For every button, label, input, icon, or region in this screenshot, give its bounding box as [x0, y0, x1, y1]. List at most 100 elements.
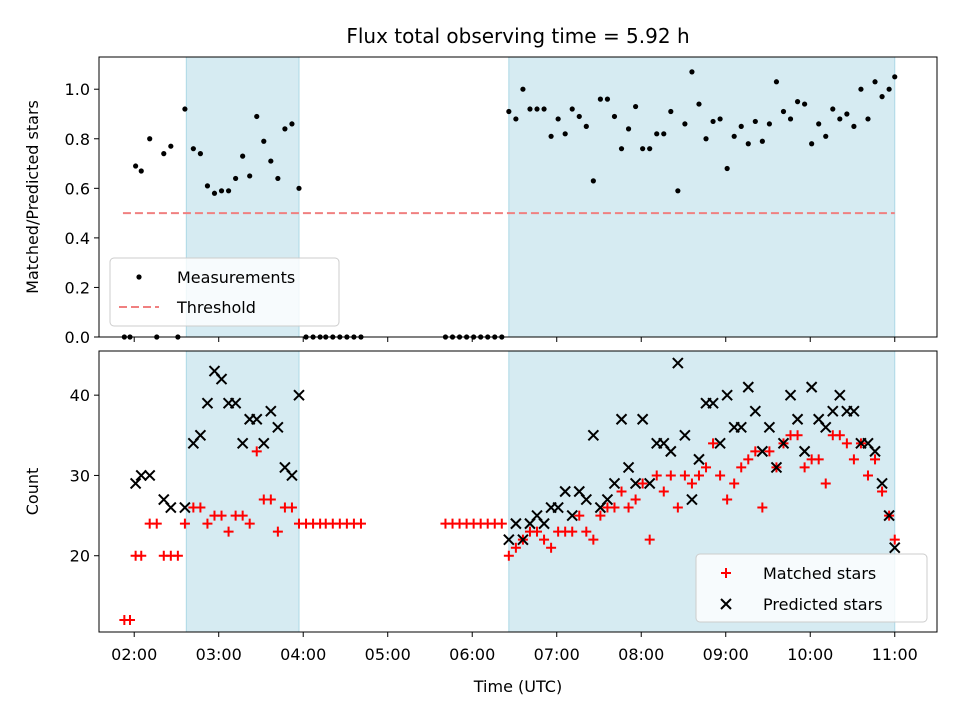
predicted-stars-point	[510, 517, 522, 530]
measurement-point	[576, 113, 582, 120]
matched-stars-point	[609, 502, 620, 513]
predicted-stars-point	[580, 493, 593, 506]
matched-stars-point	[665, 470, 676, 481]
measurement-point	[738, 123, 744, 129]
measurement-point	[289, 121, 295, 127]
measurement-point	[879, 94, 885, 100]
matched-stars-point	[581, 526, 592, 537]
bottom-legend-box	[695, 553, 928, 623]
measurement-point	[197, 151, 204, 157]
matched-stars-point	[799, 462, 810, 473]
predicted-stars-point	[834, 389, 846, 401]
measurement-point	[513, 116, 519, 122]
predicted-stars-point	[869, 445, 881, 458]
predicted-stars-point	[179, 501, 191, 514]
predicted-stars-point	[201, 397, 214, 409]
measurement-point	[731, 133, 737, 139]
measurement-point	[752, 118, 758, 125]
matched-stars-point	[179, 518, 190, 529]
predicted-stars-point	[707, 397, 719, 409]
predicted-stars-point	[615, 413, 628, 425]
measurement-point	[268, 158, 274, 164]
measurement-point	[147, 136, 153, 142]
predicted-stars-point	[827, 405, 839, 417]
measurement-point	[809, 141, 815, 147]
measurement-point	[773, 79, 780, 85]
matched-stars-point	[889, 534, 900, 545]
bottom-panel: 20 30 40 02:00 03:00 04:00 05:00 06:00 07:00 08:0…	[23, 350, 938, 664]
bottom-legend: Matched stars Predicted stars	[695, 553, 928, 623]
matched-stars-point	[616, 486, 627, 497]
measurement-point	[548, 133, 554, 139]
shaded-span	[185, 350, 300, 633]
matched-stars-point	[729, 478, 740, 489]
predicted-stars-point	[665, 445, 677, 458]
measurement-point	[583, 123, 589, 129]
predicted-stars-point	[798, 445, 811, 458]
matched-stars-point	[546, 542, 557, 553]
matched-stars-point	[637, 478, 648, 489]
matched-stars-point	[848, 454, 859, 465]
matched-stars-point	[764, 446, 775, 457]
predicted-stars-point	[763, 421, 776, 433]
predicted-stars-point	[608, 477, 621, 490]
measurement-point	[204, 183, 211, 189]
measurement-point	[618, 146, 625, 152]
predicted-stars-point	[165, 501, 177, 514]
matched-stars-point	[588, 534, 599, 545]
matched-stars-point	[644, 534, 655, 545]
matched-stars-point	[151, 518, 162, 529]
measurement-point	[218, 188, 225, 194]
matched-stars-point	[136, 550, 147, 561]
matched-stars-point	[701, 462, 712, 473]
predicted-stars-point	[258, 437, 270, 450]
predicted-stars-point	[587, 429, 600, 442]
matched-stars-point	[272, 526, 283, 537]
x-tick-label: 05:00	[365, 645, 411, 664]
predicted-stars-point	[629, 477, 642, 490]
legend-predicted-label: Predicted stars	[763, 595, 883, 614]
predicted-stars-point	[143, 469, 156, 482]
y-tick-label: 0.8	[65, 130, 90, 149]
matched-stars-point	[834, 430, 845, 441]
x-axis-label: Time (UTC)	[473, 677, 562, 696]
measurement-point	[766, 121, 773, 127]
measurement-point	[682, 121, 688, 127]
matched-stars-point	[496, 518, 507, 529]
predicted-stars-point	[272, 421, 284, 433]
measurement-point	[604, 96, 611, 102]
predicted-stars-point	[742, 381, 754, 393]
matched-stars-point	[172, 550, 183, 561]
measurement-point	[569, 106, 575, 112]
matched-stars-point	[750, 446, 761, 457]
measurement-point	[190, 146, 196, 152]
measurement-point	[675, 188, 681, 194]
predicted-stars-point	[293, 389, 305, 401]
matched-stars-point	[195, 502, 206, 513]
matched-stars-point	[870, 454, 881, 465]
measurement-point	[138, 168, 144, 174]
predicted-stars-point	[770, 461, 783, 474]
matched-stars-point	[265, 494, 276, 505]
predicted-stars-point	[876, 477, 888, 490]
x-tick-label: 09:00	[703, 645, 749, 664]
measurement-point	[794, 99, 801, 105]
predicted-stars-point	[756, 445, 769, 458]
measurement-point	[872, 79, 878, 85]
predicted-stars-point	[601, 493, 614, 506]
predicted-stars-point	[889, 541, 901, 554]
measurement-point	[590, 178, 596, 184]
predicted-stars-point	[566, 509, 578, 522]
predicted-stars-point	[636, 413, 649, 425]
predicted-stars-point	[848, 405, 860, 417]
matched-stars-point	[202, 518, 213, 529]
x-tick-label: 07:00	[534, 645, 580, 664]
predicted-stars-point	[749, 405, 762, 417]
matched-stars-point	[743, 454, 754, 465]
legend-matched-marker	[721, 568, 731, 578]
measurement-point	[520, 86, 526, 92]
top-axes-frame	[98, 56, 938, 338]
measurement-point	[830, 106, 836, 112]
top-legend-box	[109, 257, 340, 327]
